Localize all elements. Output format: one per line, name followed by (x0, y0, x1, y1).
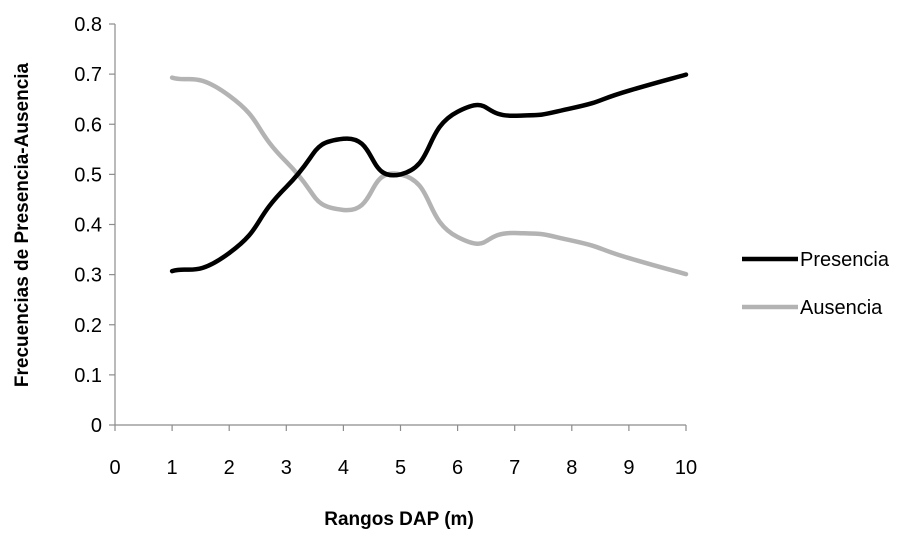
x-tick-label: 9 (623, 457, 634, 479)
series-layer (169, 72, 689, 277)
legend: Presencia Ausencia (742, 249, 890, 319)
x-tick-label: 10 (675, 457, 697, 479)
x-tick-label: 8 (566, 457, 577, 479)
x-tick-label: 5 (395, 457, 406, 479)
x-tick-label: 1 (167, 457, 178, 479)
y-tick-label: 0.4 (74, 215, 102, 237)
series-line-ausencia (169, 75, 689, 277)
legend-label-presencia: Presencia (800, 249, 890, 271)
y-tick-label: 0.2 (74, 315, 102, 337)
y-axis: 0 0.1 0.2 0.3 0.4 0.5 0.6 0.7 0.8 (74, 14, 116, 437)
x-tick-label: 0 (109, 457, 120, 479)
y-tick-label: 0.6 (74, 114, 102, 136)
x-axis-title: Rangos DAP (m) (324, 509, 474, 530)
x-tick-label: 3 (281, 457, 292, 479)
y-tick-label: 0.5 (74, 164, 102, 186)
x-tick-label: 2 (224, 457, 235, 479)
y-tick-label: 0.7 (74, 64, 102, 86)
x-axis: 0 1 2 3 4 5 6 7 8 9 10 (109, 424, 697, 479)
x-tick-label: 7 (509, 457, 520, 479)
y-tick-label: 0.3 (74, 265, 102, 287)
y-tick-label: 0.8 (74, 14, 102, 36)
y-axis-title: Frecuencias de Presencia-Ausencia (12, 62, 33, 387)
y-tick-label: 0.1 (74, 365, 102, 387)
x-tick-label: 6 (452, 457, 463, 479)
x-tick-label: 4 (338, 457, 349, 479)
series-line-presencia (169, 72, 689, 274)
legend-label-ausencia: Ausencia (800, 297, 883, 319)
y-tick-label: 0 (91, 415, 102, 437)
